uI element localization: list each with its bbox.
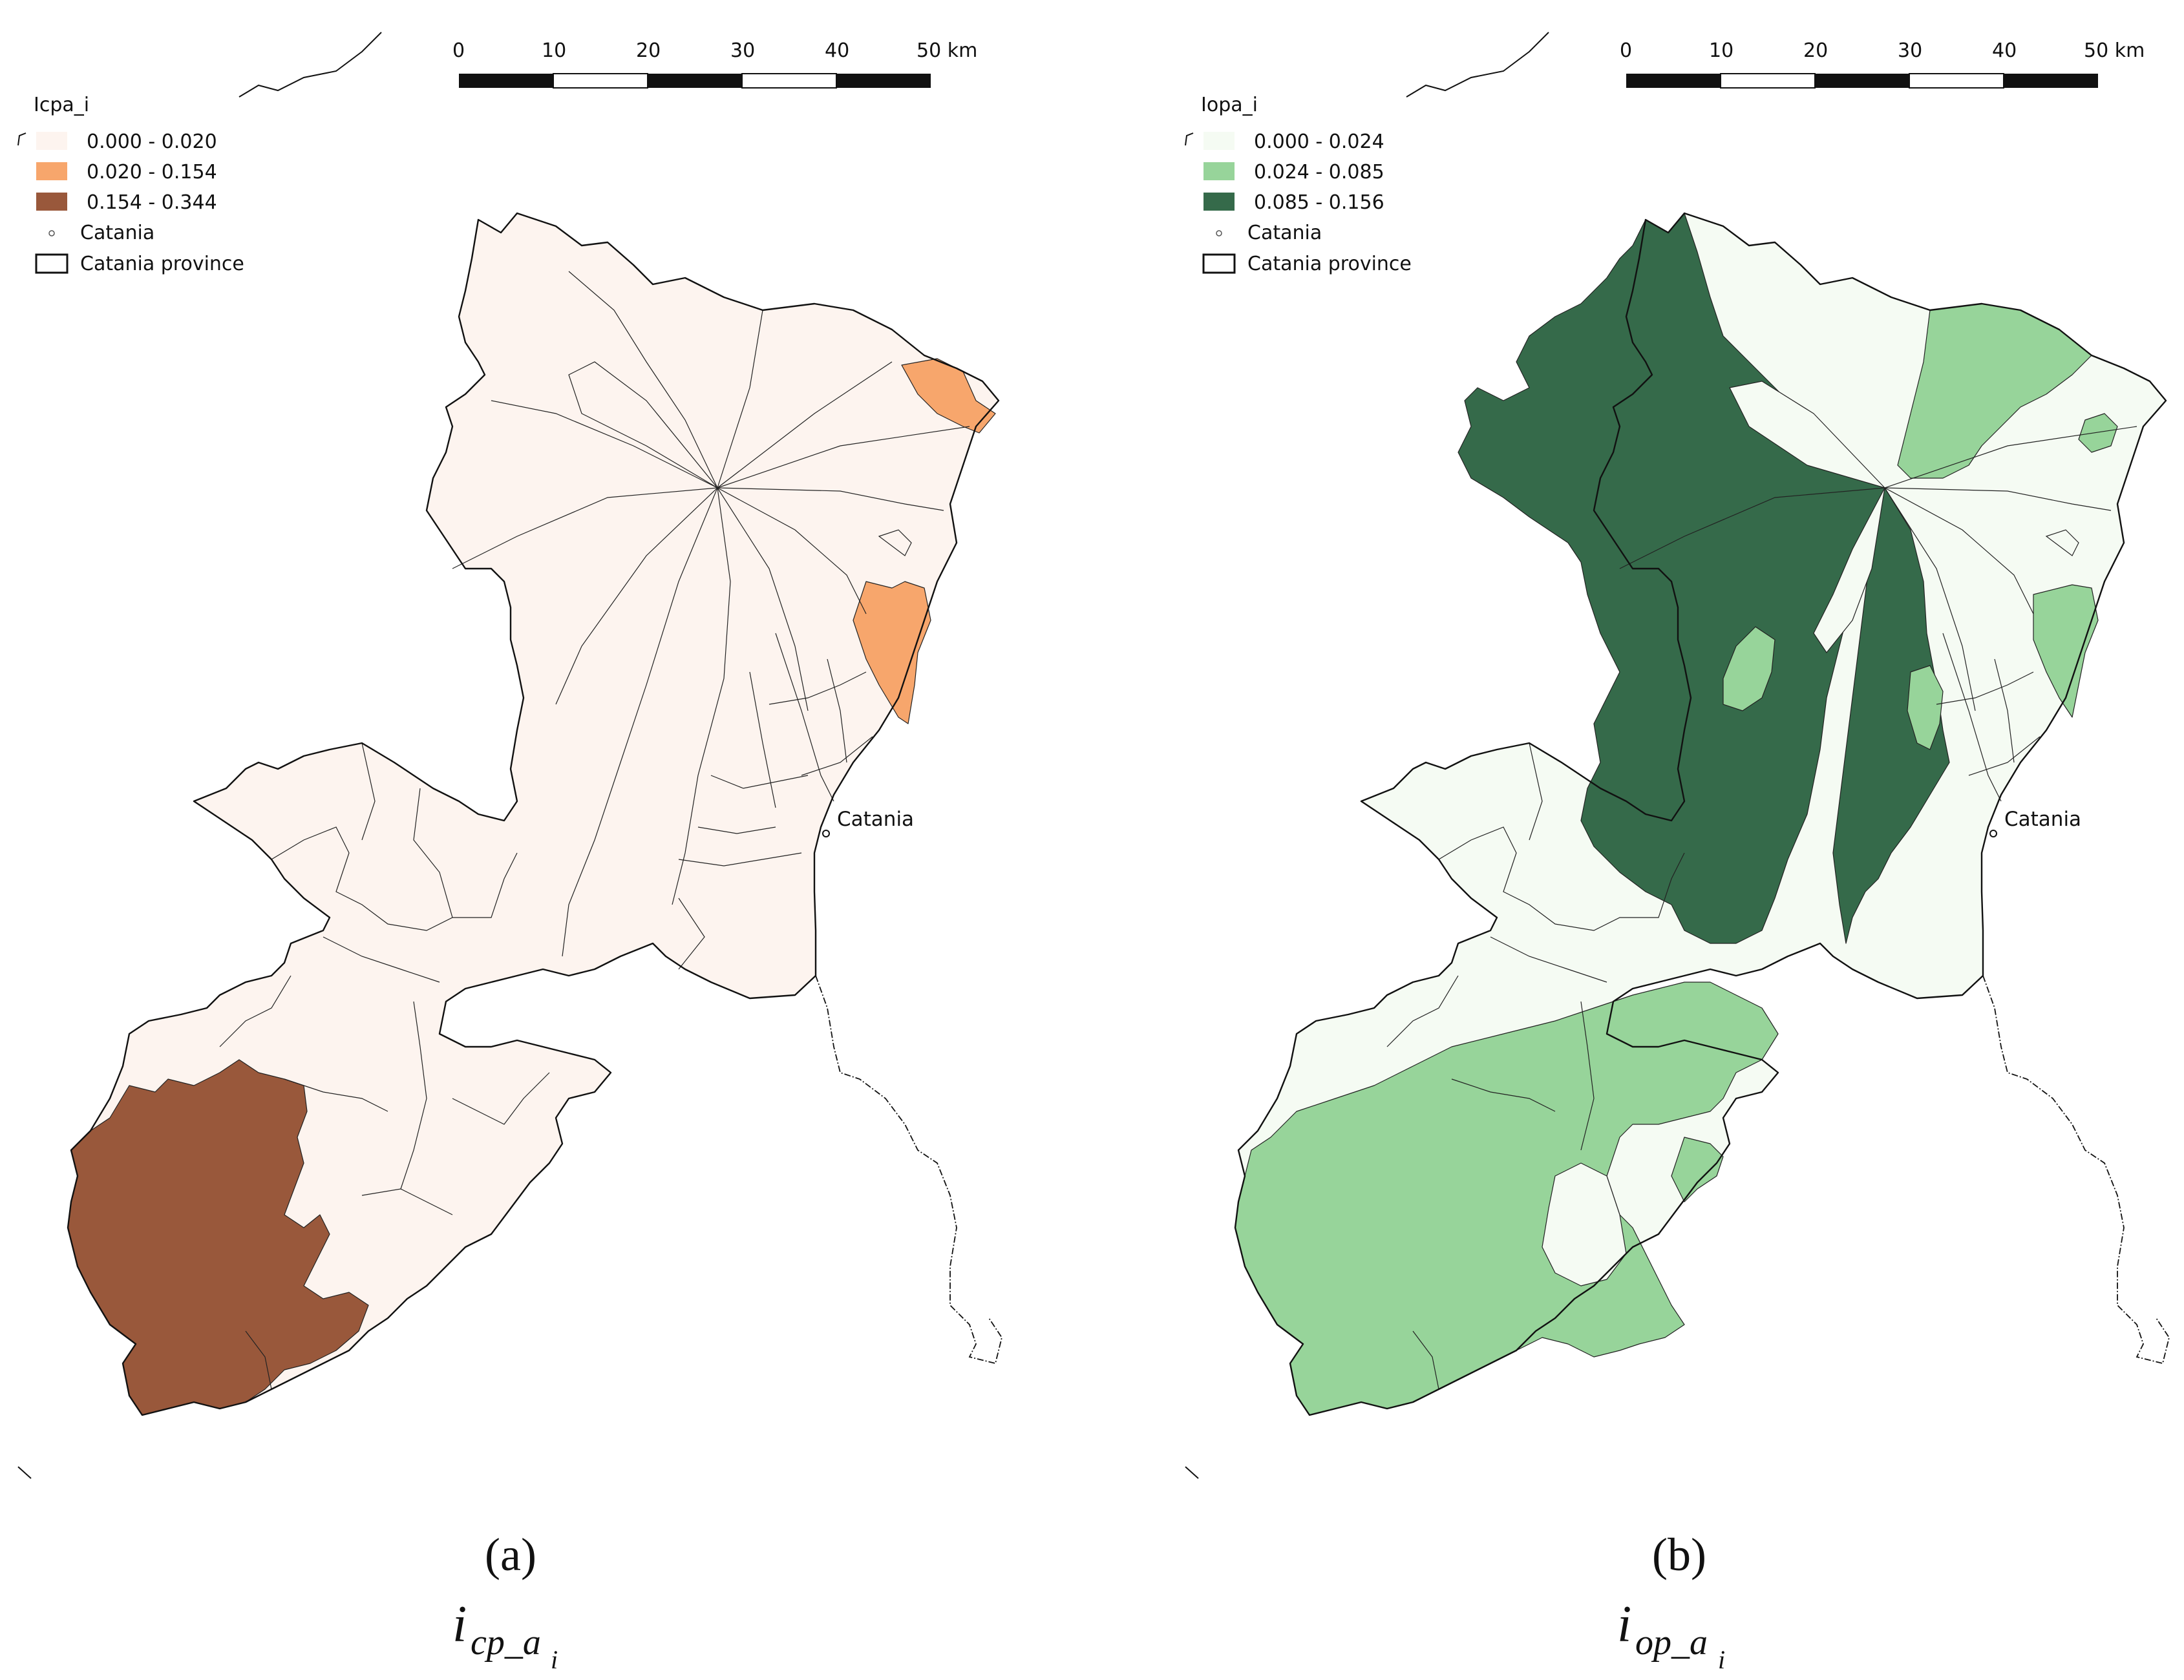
legend-city-b: Catania [1247, 222, 1322, 244]
scale-label-50: 50 km [917, 39, 977, 62]
legend-swatch-b-3 [1203, 193, 1235, 211]
legend-swatch-b-1 [1203, 132, 1235, 150]
municipal-boundaries-b [1386, 426, 2137, 1390]
legend-label-a-2: 0.020 - 0.154 [87, 161, 217, 184]
legend-a: Icpa_i 0.000 - 0.020 0.020 - 0.154 0.154… [17, 94, 244, 275]
legend-province-b: Catania province [1247, 253, 1412, 275]
municipality-zone-lightgreen-east [2033, 584, 2099, 718]
scale-label-0: 0 [1620, 39, 1632, 62]
municipality-zone-white-strip-2 [1813, 487, 1885, 653]
scale-label-40: 40 [825, 39, 849, 62]
scale-label-40: 40 [1992, 39, 2017, 62]
scale-label-0: 0 [452, 39, 465, 62]
municipality-zone-white-sw [1542, 1162, 1627, 1286]
scale-label-10: 10 [1709, 39, 1733, 62]
coastline-south-a [815, 975, 1002, 1365]
legend-title-b: Iopa_i [1201, 94, 1258, 116]
municipality-zone-orange-2 [853, 581, 931, 724]
coast-fragment [1185, 1466, 1199, 1479]
legend-city-a: Catania [80, 222, 154, 244]
municipality-zone-lightgreen-se-small [1671, 1137, 1724, 1202]
legend-province-a: Catania province [80, 253, 244, 275]
city-point-icon [1216, 230, 1222, 236]
city-label-b: Catania [2004, 808, 2081, 831]
caption-letter-b: (b) [1652, 1529, 1706, 1580]
map-a: Catania [17, 212, 1002, 1479]
caption-subsubscript-a: i [551, 1645, 558, 1674]
municipality-zone-lightgreen-small [2078, 413, 2118, 453]
map-panel-b: Iopa_i 0.000 - 0.024 0.024 - 0.085 0.085… [1185, 32, 2170, 1674]
scale-bar-a: 0 10 20 30 40 50 km [452, 39, 977, 89]
scale-label-50: 50 km [2084, 39, 2145, 62]
legend-title-a: Icpa_i [34, 94, 89, 116]
caption-subscript-b: op_a [1635, 1622, 1708, 1663]
legend-swatch-a-1 [36, 132, 67, 150]
catania-point-icon [822, 830, 830, 837]
scale-bar-b: 0 10 20 30 40 50 km [1620, 39, 2145, 89]
scale-label-20: 20 [1803, 39, 1828, 62]
legend-label-b-3: 0.085 - 0.156 [1254, 191, 1384, 214]
legend-province-swatch-a [35, 253, 69, 274]
legend-label-a-1: 0.000 - 0.020 [87, 131, 217, 153]
caption-formula-a: i cp_a i [452, 1596, 558, 1674]
coast-fragment [17, 132, 27, 146]
scale-label-20: 20 [636, 39, 661, 62]
coast-fragment [1185, 132, 1194, 146]
legend-label-b-1: 0.000 - 0.024 [1254, 131, 1384, 153]
legend-province-swatch-b [1202, 253, 1236, 274]
city-label-a: Catania [837, 808, 914, 831]
scale-label-30: 30 [730, 39, 755, 62]
legend-label-a-3: 0.154 - 0.344 [87, 191, 217, 214]
caption-subsubscript-b: i [1718, 1645, 1725, 1674]
caption-subscript-a: cp_a [471, 1622, 541, 1663]
caption-formula-b: i op_a i [1617, 1596, 1725, 1674]
municipal-boundaries-a [219, 271, 970, 1390]
municipality-zone-darkgreen-central [1832, 487, 1950, 944]
coastline-south-b [1982, 975, 2170, 1365]
caption-letter-a: (a) [485, 1529, 536, 1580]
legend-b: Iopa_i 0.000 - 0.024 0.024 - 0.085 0.085… [1185, 94, 1412, 275]
legend-swatch-a-2 [36, 162, 67, 180]
municipality-zone-lightgreen-enclave [1723, 626, 1776, 711]
scale-label-30: 30 [1898, 39, 1922, 62]
scale-label-10: 10 [542, 39, 566, 62]
map-b: Catania [1185, 212, 2170, 1479]
coast-fragment-north-b [1406, 32, 1549, 98]
coast-fragment-north-a [239, 32, 382, 98]
legend-swatch-a-3 [36, 193, 67, 211]
caption-symbol-a: i [452, 1596, 467, 1653]
legend-label-b-2: 0.024 - 0.085 [1254, 161, 1384, 184]
coast-fragment [17, 1466, 32, 1479]
municipality-zone-white-strip [1729, 381, 1885, 488]
caption-symbol-b: i [1617, 1596, 1631, 1653]
legend-swatch-b-2 [1203, 162, 1235, 180]
catania-point-icon [1989, 830, 1997, 837]
municipality-zone-lightgreen-mid [1907, 665, 1944, 750]
city-point-icon [48, 230, 55, 236]
map-panel-a: Icpa_i 0.000 - 0.020 0.020 - 0.154 0.154… [17, 32, 1002, 1674]
